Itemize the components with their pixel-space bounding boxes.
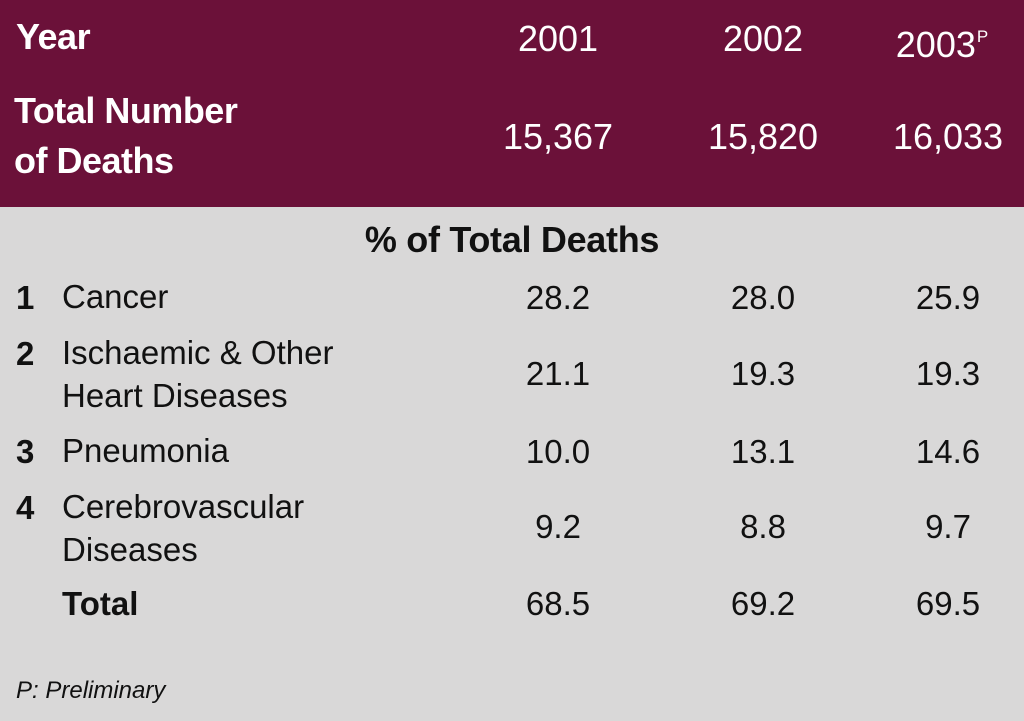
year-label: Year — [16, 16, 91, 57]
total-deaths-label-line1: Total Number — [14, 90, 238, 131]
row-1-2001: 28.2 — [525, 279, 591, 316]
table-body: % of Total Deaths 1 Cancer 28.2 28.0 25.… — [0, 207, 1024, 721]
row-2-2002: 19.3 — [730, 355, 796, 392]
row-2-rank: 2 — [16, 335, 35, 372]
total-deaths-2001: 15,367 — [502, 116, 614, 157]
row-3-2003: 14.6 — [915, 433, 981, 470]
footnote: P: Preliminary — [16, 677, 166, 704]
total-2001: 68.5 — [525, 585, 591, 622]
preliminary-mark: P — [976, 27, 989, 46]
row-1-2003: 25.9 — [915, 279, 981, 316]
row-3-2001: 10.0 — [525, 433, 591, 470]
row-3-label: Pneumonia — [62, 432, 229, 469]
row-4-rank: 4 — [16, 489, 35, 526]
total-2003: 69.5 — [915, 585, 981, 622]
total-deaths-label-line2: of Deaths — [14, 140, 174, 181]
total-deaths-2003: 16,033 — [892, 116, 1004, 157]
row-4-2001: 9.2 — [535, 508, 581, 545]
total-deaths-2002: 15,820 — [707, 116, 819, 157]
row-2-label-line2: Heart Diseases — [62, 377, 288, 414]
row-4-2002: 8.8 — [740, 508, 786, 545]
row-2-label-line1: Ischaemic & Other — [62, 334, 334, 371]
row-4-label-line2: Diseases — [62, 531, 198, 568]
row-2-2001: 21.1 — [525, 355, 591, 392]
total-2002: 69.2 — [730, 585, 796, 622]
row-1-rank: 1 — [16, 279, 35, 316]
year-2001: 2001 — [517, 18, 599, 59]
row-1-2002: 28.0 — [730, 279, 796, 316]
row-3-2002: 13.1 — [730, 433, 796, 470]
year-2003: 2003P — [872, 24, 1012, 66]
row-4-label-line1: Cerebrovascular — [62, 488, 305, 525]
total-label: Total — [62, 585, 139, 622]
row-2-2003: 19.3 — [915, 355, 981, 392]
row-3-rank: 3 — [16, 433, 35, 470]
table-header: Year 2001 2002 2003P Total Number of Dea… — [0, 0, 1024, 207]
year-2003-text: 2003 — [895, 24, 976, 65]
year-2002: 2002 — [722, 18, 804, 59]
row-4-2003: 9.7 — [925, 508, 971, 545]
row-1-label: Cancer — [62, 278, 169, 315]
section-title: % of Total Deaths — [364, 219, 660, 260]
